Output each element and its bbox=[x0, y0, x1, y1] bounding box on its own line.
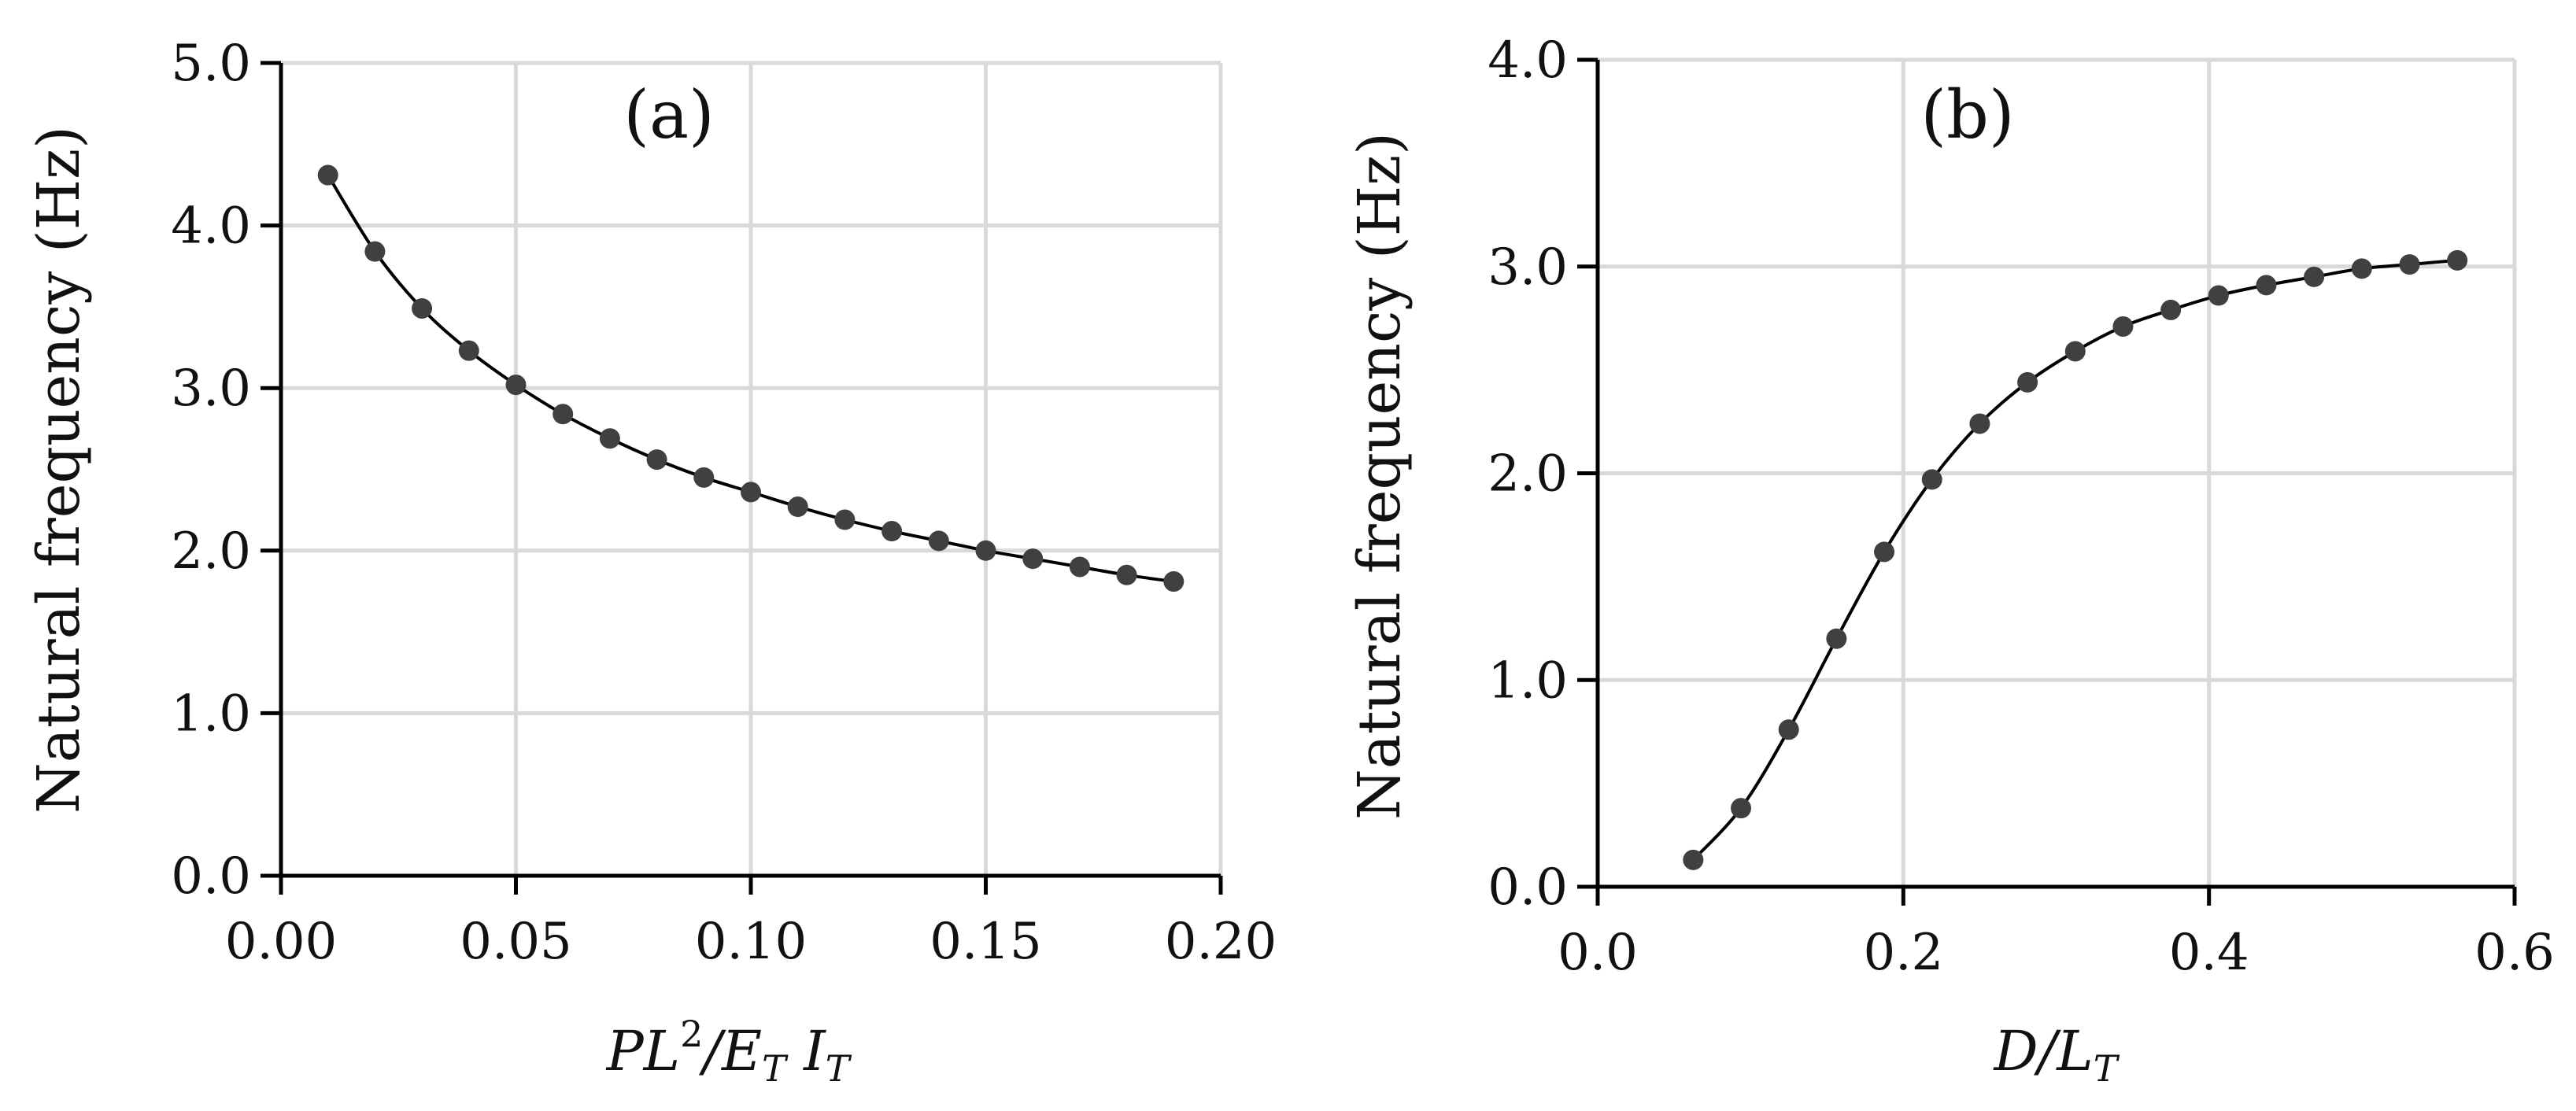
data-point bbox=[693, 467, 715, 488]
x-tick-label: 0.0 bbox=[1558, 924, 1638, 982]
x-tick-label: 0.05 bbox=[460, 913, 572, 971]
data-markers-b bbox=[1683, 249, 2468, 870]
y-tick-labels-a: 0.0 1.0 2.0 3.0 4.0 5.0 bbox=[171, 35, 251, 906]
x-label-b-base: D/L bbox=[1993, 1019, 2094, 1083]
data-point bbox=[317, 164, 338, 186]
data-point bbox=[1921, 469, 1942, 490]
data-point bbox=[1022, 548, 1044, 570]
x-tick-label: 0.20 bbox=[1165, 913, 1277, 971]
axes-b bbox=[1577, 57, 2517, 906]
x-label-a-sub2: T bbox=[826, 1047, 852, 1090]
x-tick-label: 0.6 bbox=[2474, 924, 2555, 982]
data-point bbox=[834, 509, 856, 530]
data-point bbox=[1826, 628, 1847, 649]
x-label-a-sup: 2 bbox=[680, 1013, 703, 1055]
x-tick-label: 0.2 bbox=[1863, 924, 1943, 982]
data-point bbox=[1874, 541, 1895, 563]
y-tick-label: 3.0 bbox=[171, 360, 251, 418]
x-label-b-sub: T bbox=[2094, 1047, 2120, 1090]
axes-a bbox=[261, 61, 1223, 895]
x-tick-labels-b: 0.0 0.2 0.4 0.6 bbox=[1558, 924, 2555, 982]
x-label-a-space: I bbox=[786, 1019, 826, 1083]
data-point bbox=[2017, 371, 2038, 393]
x-tick-labels-a: 0.00 0.05 0.10 0.15 0.20 bbox=[225, 913, 1277, 971]
panel-label-a: (a) bbox=[623, 76, 715, 153]
chart-panel-b: 0.0 0.2 0.4 0.6 0.0 1.0 2.0 3.0 4.0 (b) Natural… bbox=[1346, 31, 2555, 1090]
data-point bbox=[2256, 275, 2277, 296]
x-label-a-base: PL bbox=[605, 1019, 681, 1083]
y-tick-label: 0.0 bbox=[171, 847, 251, 906]
data-point bbox=[2399, 254, 2420, 275]
data-point bbox=[975, 540, 996, 561]
data-point bbox=[646, 449, 667, 471]
data-point bbox=[2208, 285, 2229, 306]
data-point bbox=[2351, 258, 2372, 279]
x-tick-label: 0.00 bbox=[225, 913, 338, 971]
data-point bbox=[881, 521, 903, 542]
data-point bbox=[1069, 556, 1090, 578]
y-tick-label: 4.0 bbox=[171, 197, 251, 256]
data-point bbox=[1969, 413, 1990, 434]
data-markers-a bbox=[317, 164, 1185, 592]
data-point bbox=[1778, 719, 1799, 740]
data-point bbox=[412, 297, 433, 319]
x-tick-label: 0.4 bbox=[2169, 924, 2249, 982]
y-tick-label: 3.0 bbox=[1488, 238, 1568, 297]
data-point bbox=[505, 375, 527, 396]
data-point bbox=[599, 428, 620, 449]
y-tick-label: 5.0 bbox=[171, 35, 251, 93]
x-axis-label-b: D/LT bbox=[1993, 1019, 2120, 1090]
x-tick-label: 0.10 bbox=[695, 913, 808, 971]
data-point bbox=[1731, 798, 1752, 819]
panel-label-b: (b) bbox=[1920, 76, 2014, 153]
y-tick-label: 2.0 bbox=[171, 522, 251, 581]
gridlines-b bbox=[1598, 57, 2517, 887]
y-tick-label: 4.0 bbox=[1488, 31, 1568, 90]
x-label-a-sub1: T bbox=[762, 1047, 789, 1090]
data-point bbox=[364, 241, 386, 262]
data-point bbox=[2112, 316, 2134, 337]
data-point bbox=[2447, 249, 2468, 271]
y-tick-label: 1.0 bbox=[171, 685, 251, 743]
y-axis-label-b: Natural frequency (Hz) bbox=[1346, 132, 1414, 820]
x-axis-label-a: PL2/ET IT bbox=[605, 1013, 852, 1090]
data-point bbox=[458, 340, 479, 361]
data-point bbox=[2160, 299, 2182, 320]
y-tick-label: 2.0 bbox=[1488, 445, 1568, 504]
data-point bbox=[1116, 564, 1137, 585]
data-point bbox=[787, 496, 808, 518]
chart-panel-a: 0.00 0.05 0.10 0.15 0.20 0.01.02.03.04.05.0 … bbox=[25, 35, 1277, 1090]
y-axis-label-a: Natural frequency (Hz) bbox=[25, 126, 93, 814]
data-point bbox=[741, 482, 761, 503]
y-tick-label: 0.0 bbox=[1488, 858, 1568, 917]
x-label-a-mid: /E bbox=[698, 1019, 762, 1083]
data-point bbox=[2064, 341, 2086, 362]
data-point bbox=[1163, 571, 1185, 592]
x-tick-label: 0.15 bbox=[930, 913, 1042, 971]
y-tick-label: 1.0 bbox=[1488, 651, 1568, 710]
data-point bbox=[928, 530, 949, 552]
data-point bbox=[1683, 849, 1704, 870]
data-point bbox=[2304, 266, 2325, 287]
data-point bbox=[553, 404, 574, 425]
gridlines-a bbox=[281, 61, 1223, 876]
y-tick-labels-b: 0.0 1.0 2.0 3.0 4.0 bbox=[1488, 31, 1568, 917]
